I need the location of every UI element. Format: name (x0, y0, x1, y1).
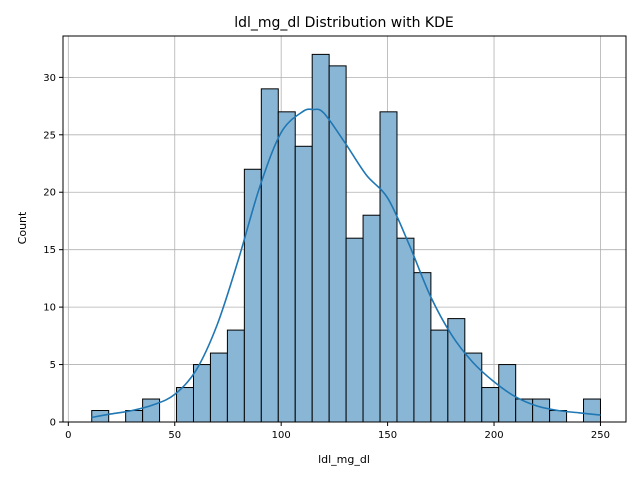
histogram-bar (260, 88, 279, 423)
histogram-bar (362, 214, 381, 423)
kde-line (91, 108, 601, 419)
x-tick-label: 0 (65, 430, 71, 441)
histogram-bar (532, 398, 551, 423)
x-tick-label: 250 (591, 430, 610, 441)
histogram-bar (481, 387, 500, 423)
histogram-bar (176, 387, 194, 423)
histogram-bar (142, 398, 161, 423)
y-axis-label: Count (16, 211, 29, 244)
y-tick-label: 0 (50, 418, 56, 429)
histogram-bar (413, 272, 432, 423)
histogram-bar (209, 352, 228, 423)
x-axis-ticks: 0 50 100 150 200 250 (65, 422, 610, 441)
x-axis-label: ldl_mg_dl (318, 453, 370, 466)
chart-title: ldl_mg_dl Distribution with KDE (234, 15, 454, 31)
histogram-bar (583, 398, 601, 423)
histogram-bar (192, 364, 211, 423)
histogram-bar (430, 329, 449, 423)
histogram-bar (226, 329, 245, 423)
y-tick-label: 20 (43, 188, 56, 199)
x-tick-label: 100 (272, 430, 291, 441)
x-tick-label: 50 (168, 430, 181, 441)
y-tick-label: 5 (50, 360, 56, 371)
histogram-bar (345, 237, 364, 423)
histogram-bar (498, 364, 517, 423)
y-tick-label: 25 (43, 130, 56, 141)
y-tick-label: 10 (43, 303, 56, 314)
histogram-bar (328, 65, 347, 423)
histogram-bar (277, 111, 296, 423)
histogram-bar (515, 398, 534, 423)
y-tick-label: 30 (43, 73, 56, 84)
x-tick-label: 200 (484, 430, 503, 441)
histogram-bar (549, 410, 568, 423)
histogram-bar (396, 237, 415, 423)
y-tick-label: 15 (43, 245, 56, 256)
y-axis-ticks: 0 5 10 15 20 25 30 (43, 73, 63, 429)
x-tick-label: 150 (378, 430, 397, 441)
axes-frame (62, 35, 627, 423)
histogram-bar (125, 410, 144, 423)
histogram-bar (294, 145, 313, 423)
histogram-bar (379, 111, 398, 423)
kde-curve-group (91, 108, 601, 419)
